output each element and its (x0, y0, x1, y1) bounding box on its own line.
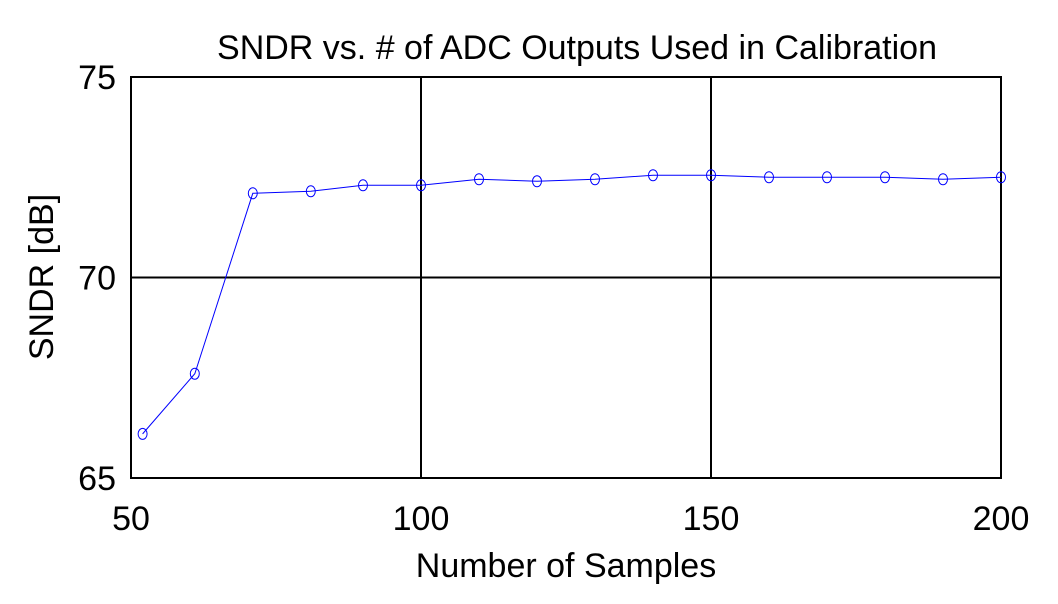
x-tick-label: 200 (973, 500, 1030, 538)
data-point (358, 179, 368, 192)
grid (130, 76, 1002, 479)
data-point (822, 171, 832, 184)
x-tick-label: 50 (112, 500, 150, 538)
data-point (648, 169, 658, 182)
x-axis-label: Number of Samples (416, 547, 716, 585)
data-point (532, 175, 542, 188)
data-point (706, 169, 716, 182)
series-layer (137, 169, 1006, 440)
y-axis-label: SNDR [dB] (23, 194, 61, 360)
data-point (996, 171, 1006, 184)
tick-labels: 50 100 150 200 65 70 75 (78, 59, 1029, 538)
data-point (590, 173, 600, 186)
chart-title: SNDR vs. # of ADC Outputs Used in Calibr… (217, 29, 937, 67)
data-point (137, 427, 148, 440)
data-point (880, 171, 890, 184)
plot-frame (130, 76, 1002, 479)
data-point (938, 173, 948, 186)
y-tick-label: 65 (78, 460, 116, 498)
series-line (142, 174, 1002, 435)
data-point (764, 171, 774, 184)
data-point (247, 187, 258, 200)
x-tick-label: 150 (683, 500, 740, 538)
data-point (416, 179, 426, 192)
data-point (305, 185, 316, 198)
x-tick-label: 100 (393, 500, 450, 538)
y-tick-label: 70 (78, 260, 116, 298)
data-point (474, 173, 484, 186)
y-tick-label: 75 (78, 59, 116, 97)
data-point (189, 367, 200, 380)
